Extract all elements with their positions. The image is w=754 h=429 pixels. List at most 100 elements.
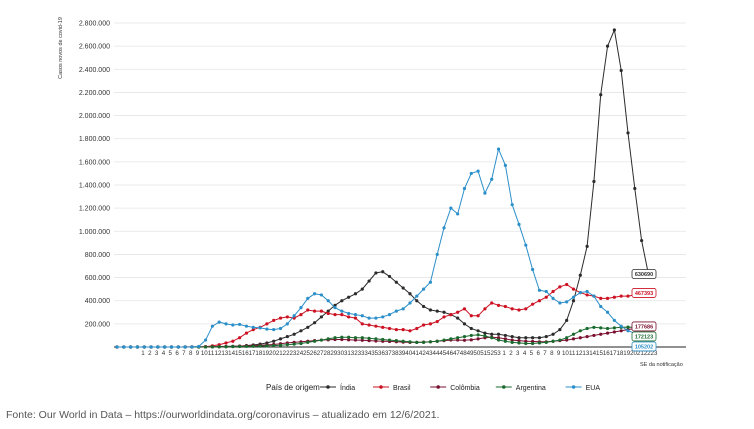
data-point [524, 341, 528, 346]
legend-item-eua: EUA [565, 385, 600, 392]
data-point [387, 338, 392, 342]
data-point [462, 322, 467, 326]
legend-marker [436, 385, 441, 389]
data-point [551, 339, 555, 343]
data-point [490, 301, 494, 305]
data-point [415, 294, 419, 298]
data-point [456, 316, 460, 320]
data-point [231, 339, 235, 343]
data-point [374, 324, 378, 328]
data-point [210, 345, 214, 349]
y-axis-label: Casos novos de covid-19 [58, 17, 64, 79]
data-point [476, 169, 480, 173]
data-point [367, 323, 371, 327]
data-point [490, 332, 494, 336]
series-layer [115, 28, 651, 349]
source-caption: Fonte: Our World in Data – https://ourwo… [6, 409, 440, 421]
x-tick-label: 47 [453, 350, 460, 357]
end-label-argentina: 172123 [631, 331, 657, 342]
data-point [524, 336, 528, 340]
data-point [278, 316, 283, 320]
series-line [117, 28, 649, 348]
data-point [565, 318, 569, 322]
data-point [442, 338, 446, 342]
x-tick-label: 35 [371, 350, 378, 357]
data-point [565, 336, 569, 340]
data-point [333, 303, 337, 307]
x-tick-label: 11 [569, 350, 576, 357]
data-point [319, 293, 323, 297]
x-tick-label: 20 [630, 350, 637, 357]
x-tick-label: 24 [296, 350, 303, 357]
data-point [578, 336, 582, 340]
data-point [326, 337, 330, 341]
data-point [360, 314, 364, 318]
data-point [585, 334, 589, 339]
data-point [456, 336, 460, 340]
end-label-box [631, 331, 657, 342]
x-tick-label: 10 [562, 350, 569, 357]
end-labels: 630690 467393 177686 172123 105202 [631, 269, 657, 352]
data-point [531, 336, 535, 340]
data-point [326, 309, 330, 313]
x-tick-label: 39 [398, 350, 405, 357]
data-point [306, 308, 310, 312]
x-tick-label: 8 [550, 350, 554, 357]
legend-marker [502, 385, 506, 389]
end-label-text: 172123 [635, 335, 653, 341]
data-point [353, 292, 358, 296]
data-point [408, 301, 412, 305]
data-point [476, 329, 480, 333]
end-label-text: 105202 [635, 345, 653, 351]
data-point [483, 334, 487, 338]
data-point [115, 345, 119, 349]
data-point [503, 339, 507, 343]
x-tick-label: 18 [616, 350, 623, 357]
data-point [592, 325, 596, 329]
data-point [258, 344, 262, 348]
data-point [244, 324, 249, 328]
x-tick-label: 19 [623, 350, 630, 357]
data-point [599, 93, 603, 97]
data-point [612, 295, 616, 299]
data-point [176, 345, 180, 349]
data-point [537, 336, 542, 340]
data-point [190, 345, 194, 349]
data-point [435, 252, 439, 257]
data-point [408, 340, 412, 344]
data-point [292, 332, 296, 336]
x-tick-label: 37 [385, 350, 392, 357]
y-axis: 2.800.000 2.600.000 2.400.000 2.200.000 2.00… [79, 21, 110, 329]
data-point [558, 338, 562, 342]
y-tick-label: 200.000 [85, 321, 110, 328]
x-tick-label: 32 [351, 350, 358, 357]
x-tick-label: 9 [557, 350, 561, 357]
x-tick-label: 15 [596, 350, 603, 357]
data-point [531, 302, 535, 306]
data-point [401, 307, 405, 311]
x-tick-label: 13 [221, 350, 228, 357]
data-point [312, 292, 317, 296]
legend-label: Argentina [516, 385, 546, 392]
data-point [292, 342, 296, 346]
data-point [619, 329, 623, 333]
data-point [333, 306, 337, 310]
data-point [224, 341, 228, 345]
data-point [517, 341, 521, 345]
data-point [360, 336, 364, 340]
x-tick-label: 53 [494, 350, 501, 357]
data-point [374, 316, 378, 320]
x-tick-label: 51 [480, 350, 487, 357]
data-point [203, 345, 208, 349]
data-point [449, 206, 453, 210]
legend-label: Brasil [393, 385, 411, 392]
legend-item-argentina: Argentina [495, 385, 546, 392]
data-point [626, 131, 630, 135]
data-point [605, 331, 610, 335]
legend-marker [571, 385, 576, 389]
data-point [565, 300, 569, 304]
data-point [285, 343, 289, 347]
x-tick-label: 23 [289, 350, 296, 357]
x-tick-label: 2 [148, 350, 152, 357]
data-point [340, 335, 344, 339]
